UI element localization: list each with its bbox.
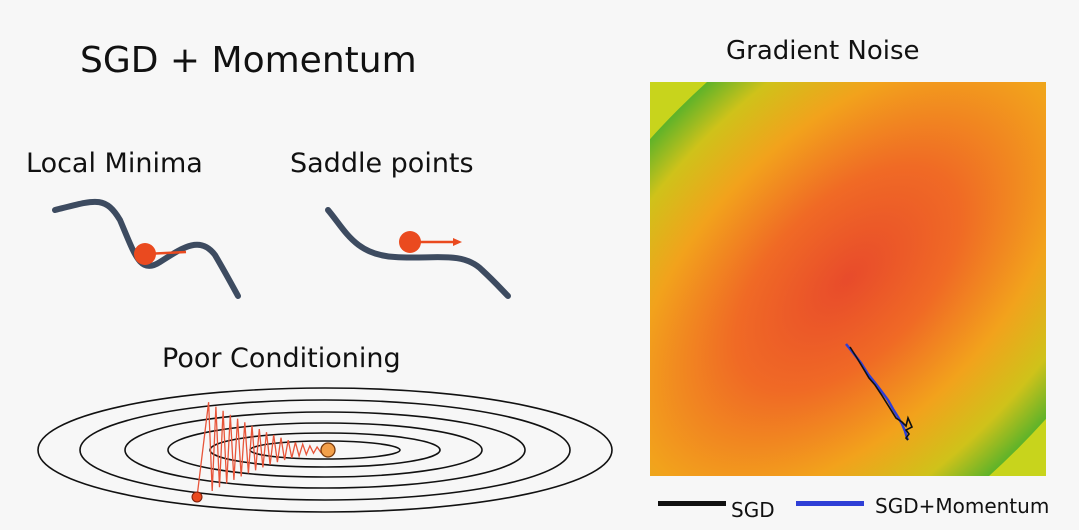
zigzag-path xyxy=(196,402,329,498)
poor-conditioning-label: Poor Conditioning xyxy=(162,343,401,374)
local-minima-label: Local Minima xyxy=(26,148,203,179)
legend-sgd-swatch xyxy=(658,501,726,506)
contour-ellipses xyxy=(37,387,613,513)
contour-ellipse xyxy=(124,411,526,489)
optimum-point xyxy=(320,442,336,458)
legend-momentum-label: SGD+Momentum xyxy=(875,494,1050,518)
legend-sgd-label: SGD xyxy=(731,498,775,522)
local-minima-ball xyxy=(134,243,156,265)
start-point xyxy=(191,491,203,503)
legend-momentum-swatch xyxy=(796,501,864,506)
sgd-momentum-path xyxy=(845,343,910,441)
contour-ellipse xyxy=(37,387,613,513)
contour-ellipse xyxy=(79,399,571,501)
contour-ellipse xyxy=(249,440,401,460)
sgd-path xyxy=(849,346,914,441)
loss-heatmap xyxy=(650,82,1046,476)
saddle-points-curve xyxy=(325,207,511,299)
saddle-points-label: Saddle points xyxy=(290,148,474,179)
slide-title: SGD + Momentum xyxy=(80,40,417,81)
saddle-arrow-head-icon xyxy=(453,238,462,246)
contour-ellipse xyxy=(209,432,441,468)
saddle-points-ball xyxy=(399,231,421,253)
local-minima-curve xyxy=(52,198,241,299)
gradient-noise-label: Gradient Noise xyxy=(726,36,920,66)
gradient-noise-plot xyxy=(650,82,1046,476)
contour-ellipse xyxy=(167,422,483,478)
local-minima-momentum-arrow xyxy=(144,250,187,256)
